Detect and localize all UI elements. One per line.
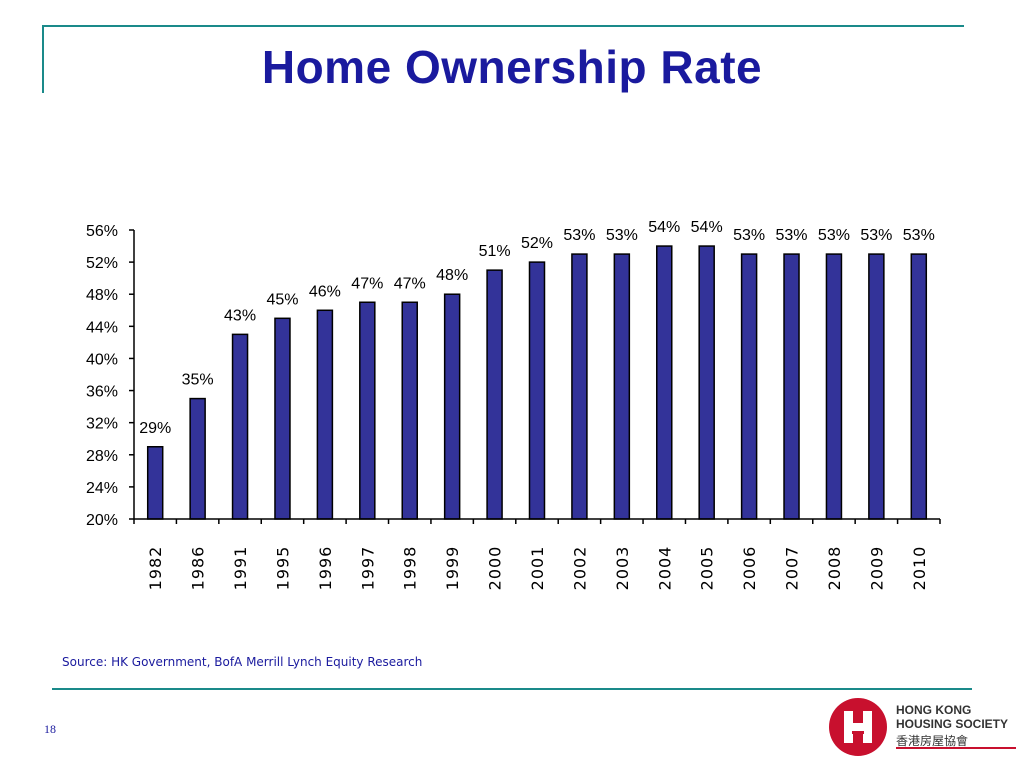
x-tick-label: 1998 (401, 546, 420, 591)
footer-line (52, 688, 972, 690)
logo-name-line2: HOUSING SOCIETY (896, 717, 1009, 731)
data-label: 45% (266, 291, 298, 308)
data-label: 52% (521, 235, 553, 252)
data-label: 54% (648, 219, 680, 236)
y-tick-label: 56% (86, 223, 118, 240)
data-label: 46% (309, 283, 341, 300)
bar-chart: 20% 24% 28% 32% 36% 40% 44% 48% 52% 56% 29% 1982 35… (86, 219, 941, 591)
bar (274, 317, 291, 520)
page-title: Home Ownership Rate (261, 41, 763, 93)
bar (571, 253, 588, 520)
y-tick-label: 36% (86, 384, 118, 401)
x-tick-label: 2006 (740, 546, 759, 591)
data-label: 53% (606, 227, 638, 244)
x-tick-label: 2009 (867, 546, 886, 591)
data-label: 43% (224, 307, 256, 324)
x-tick-label: 1995 (273, 546, 292, 591)
y-tick-label: 44% (86, 319, 118, 336)
data-label: 53% (860, 227, 892, 244)
bar (740, 253, 758, 520)
x-tick-label: 1997 (358, 546, 377, 591)
x-tick-label: 2008 (825, 546, 844, 591)
bar (698, 245, 715, 520)
source-note: Source: HK Government, BofA Merrill Lync… (62, 655, 423, 669)
x-tick-label: 2001 (528, 546, 547, 591)
bar (783, 253, 800, 520)
x-tick-label: 2004 (655, 546, 674, 591)
x-tick-label: 1986 (189, 546, 208, 591)
y-tick-label: 20% (86, 512, 118, 529)
x-tick-label: 1996 (316, 546, 335, 591)
data-label: 53% (903, 227, 935, 244)
y-tick-label: 40% (86, 351, 118, 368)
y-tick-label: 52% (86, 255, 118, 272)
bar (316, 309, 334, 520)
bar (189, 397, 206, 520)
x-tick-label: 2007 (783, 546, 802, 591)
x-tick-label: 2005 (698, 546, 717, 591)
logo-mark-icon (829, 698, 887, 756)
data-label: 48% (436, 267, 468, 284)
bar (656, 245, 673, 520)
logo-name-english: HONG KONG HOUSING SOCIETY (896, 703, 1008, 731)
bar (868, 253, 885, 520)
page-number: 18 (44, 722, 56, 736)
x-tick-label: 2010 (910, 546, 929, 591)
bar (146, 446, 164, 520)
bar (486, 269, 503, 520)
y-tick-label: 32% (86, 416, 118, 433)
bar (443, 293, 461, 520)
x-tick-label: 1999 (443, 546, 462, 591)
bar (528, 261, 546, 520)
data-label: 47% (351, 275, 383, 292)
bar (231, 333, 249, 520)
x-tick-label: 2003 (613, 546, 632, 591)
data-label: 53% (818, 227, 850, 244)
data-label: 47% (394, 275, 426, 292)
data-label: 35% (182, 372, 214, 389)
y-tick-label: 24% (86, 480, 118, 497)
hk-housing-society-logo: HONG KONG HOUSING SOCIETY 香港房屋協會 (828, 697, 1018, 757)
data-label: 51% (479, 243, 511, 260)
data-label: 53% (776, 227, 808, 244)
data-label: 54% (691, 219, 723, 236)
x-tick-label: 2002 (570, 546, 589, 591)
logo-name-line1: HONG KONG (896, 703, 972, 717)
accent-vertical-line (42, 25, 44, 93)
data-label: 53% (563, 227, 595, 244)
bar (910, 253, 928, 520)
bar (359, 301, 376, 520)
y-tick-label: 48% (86, 287, 118, 304)
y-tick-label: 28% (86, 448, 118, 465)
bar (825, 253, 843, 520)
x-tick-label: 1991 (231, 546, 250, 591)
bar (613, 253, 631, 520)
x-tick-label: 1982 (146, 546, 165, 591)
x-tick-label: 2000 (486, 546, 505, 591)
accent-top-line (42, 25, 964, 27)
data-label: 53% (733, 227, 765, 244)
bar (401, 301, 418, 520)
logo-name-chinese: 香港房屋協會 (896, 734, 969, 748)
data-label: 29% (139, 420, 171, 437)
logo-underline (896, 747, 1016, 749)
